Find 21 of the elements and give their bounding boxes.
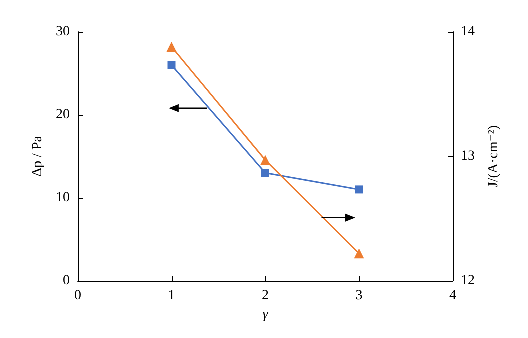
- point: [354, 248, 364, 259]
- point: [355, 186, 364, 194]
- x-tick-label: 2: [262, 288, 269, 304]
- y-axis-title: Δp / Pa: [30, 135, 46, 177]
- point: [168, 61, 176, 70]
- y-tick-label: 20: [56, 108, 70, 122]
- point: [260, 155, 270, 166]
- point: [262, 169, 270, 178]
- y2-tick-label: 13: [461, 149, 475, 164]
- x-tick-label: 4: [450, 288, 456, 304]
- y2-axis-title: J/(A·cm⁻²): [486, 125, 502, 188]
- y-tick-label: 10: [56, 190, 70, 206]
- point: [166, 42, 177, 52]
- x-axis-title: γ: [262, 307, 269, 322]
- y2-tick-label: 12: [461, 274, 475, 288]
- x-tick-label: 3: [356, 288, 363, 304]
- y2-tick-label: 14: [461, 24, 475, 40]
- y-tick-label: 0: [63, 274, 70, 288]
- x-tick-label: 0: [74, 288, 82, 304]
- x-tick-label: 1: [168, 288, 176, 304]
- y-tick-label: 30: [56, 24, 70, 40]
